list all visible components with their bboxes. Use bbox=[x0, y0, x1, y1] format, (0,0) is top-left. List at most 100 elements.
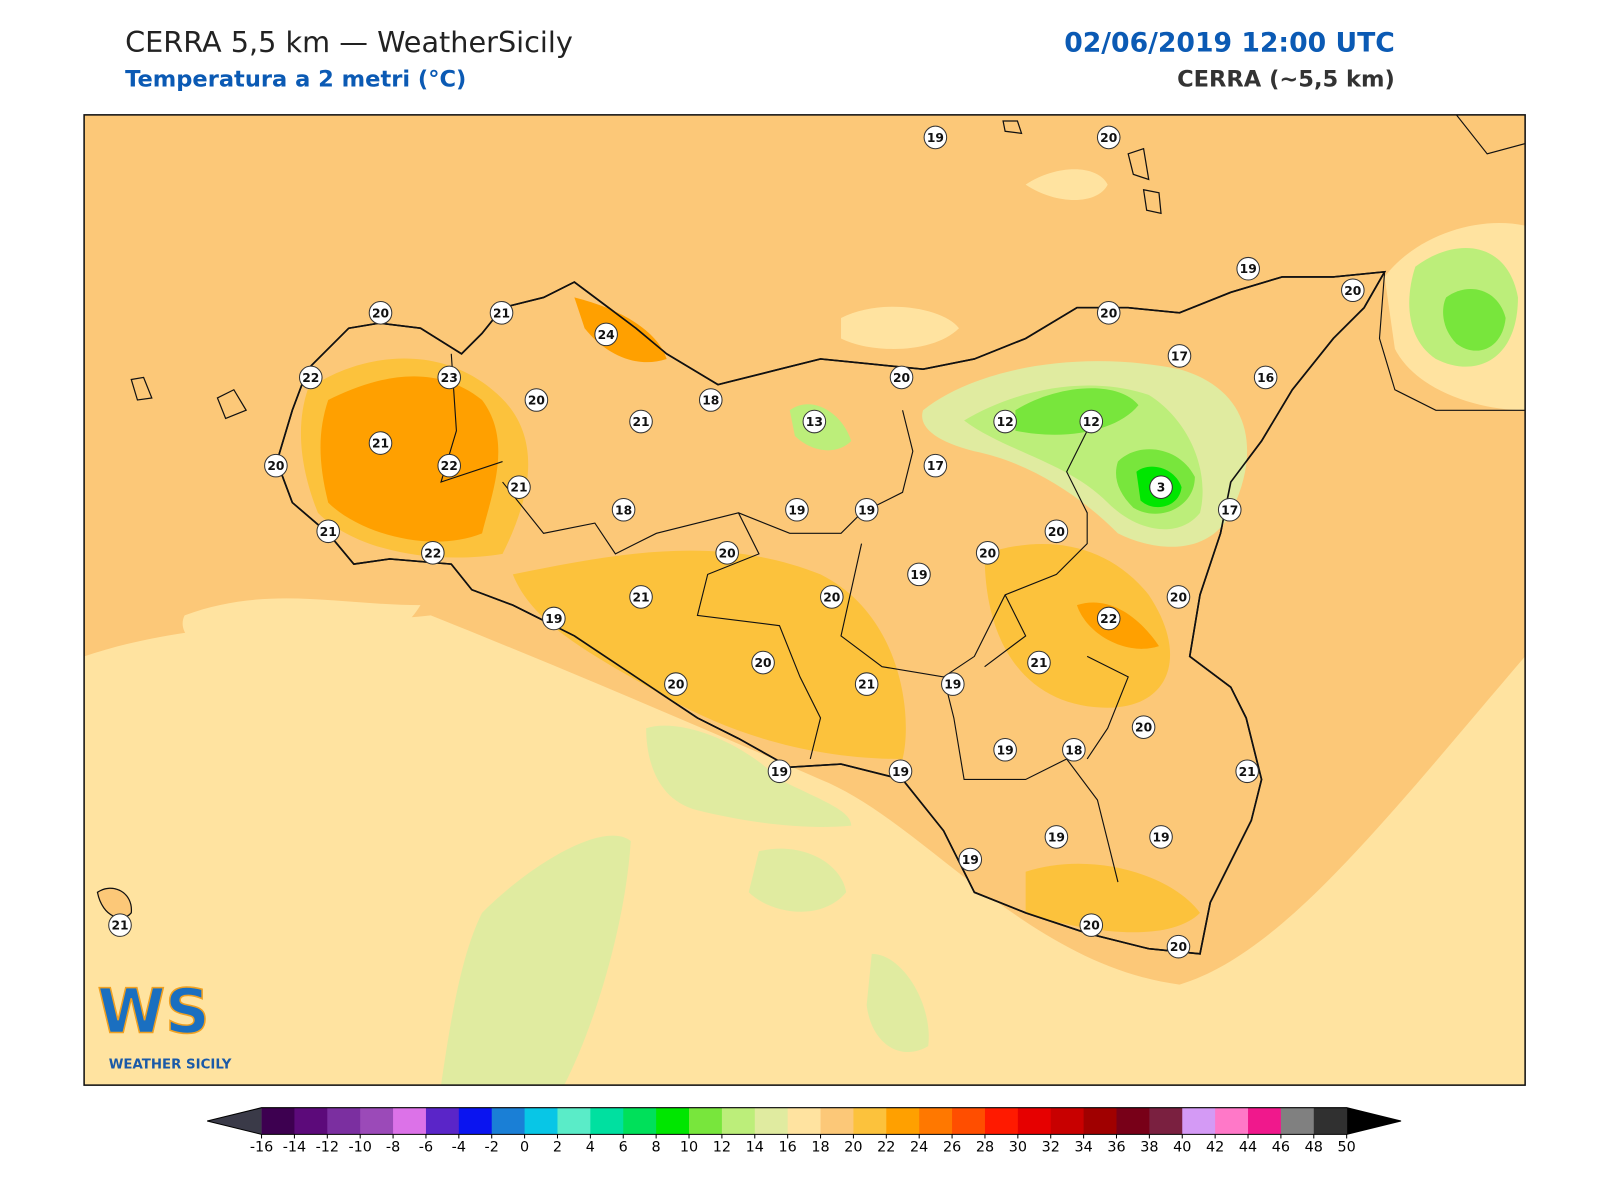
colorbar-bin bbox=[1182, 1107, 1216, 1135]
station: 18 bbox=[611, 497, 636, 522]
station-marker bbox=[923, 453, 948, 478]
station-value: 19 bbox=[858, 503, 875, 517]
station-value: 20 bbox=[372, 306, 389, 320]
station-value: 19 bbox=[545, 612, 562, 626]
colorbar-tick-label: 40 bbox=[1173, 1140, 1191, 1156]
station-marker bbox=[1079, 409, 1104, 434]
station: 23 bbox=[437, 365, 462, 390]
station-value: 21 bbox=[372, 437, 389, 451]
station-value: 19 bbox=[927, 131, 944, 145]
contour bbox=[841, 169, 1108, 349]
station-value: 20 bbox=[528, 394, 545, 408]
colorbar-under bbox=[207, 1107, 262, 1135]
colorbar-tick-label: -2 bbox=[485, 1140, 499, 1156]
colorbar-tick-label: -12 bbox=[316, 1140, 339, 1156]
station-marker bbox=[751, 650, 775, 675]
contour bbox=[1443, 289, 1506, 351]
station-value: 20 bbox=[1048, 525, 1065, 539]
station: 21 bbox=[629, 585, 653, 609]
colorbar-tick-label: 32 bbox=[1042, 1140, 1060, 1156]
station: 18 bbox=[1062, 737, 1086, 762]
station-value: 18 bbox=[702, 394, 719, 408]
colorbar-bin bbox=[952, 1107, 986, 1135]
colorbar-tick-label: 34 bbox=[1074, 1140, 1092, 1156]
station-value: 20 bbox=[823, 590, 840, 604]
station-marker bbox=[1166, 934, 1191, 959]
station-marker bbox=[1253, 365, 1278, 390]
station: 19 bbox=[941, 672, 965, 696]
colorbar-bin bbox=[1280, 1107, 1315, 1135]
station-marker bbox=[1131, 715, 1156, 739]
colorbar-tick-label: 48 bbox=[1305, 1140, 1323, 1156]
colorbar-outline bbox=[207, 1107, 1402, 1135]
colorbar-bin bbox=[491, 1107, 526, 1135]
station-marker bbox=[611, 497, 636, 522]
station: 21 bbox=[108, 913, 132, 937]
contour bbox=[574, 297, 667, 363]
station-value: 21 bbox=[632, 590, 649, 604]
station-value: 20 bbox=[1100, 306, 1117, 320]
station-marker bbox=[888, 759, 913, 784]
station: 20 bbox=[1079, 913, 1104, 937]
station-marker bbox=[1096, 125, 1121, 150]
station-value: 21 bbox=[632, 415, 649, 429]
contour bbox=[84, 615, 1526, 1086]
station: 20 bbox=[264, 453, 288, 478]
station-value: 16 bbox=[1257, 371, 1274, 385]
station: 21 bbox=[1235, 759, 1259, 784]
station-value: 22 bbox=[441, 459, 458, 473]
station: 20 bbox=[975, 541, 1000, 565]
station: 12 bbox=[993, 409, 1017, 434]
station-value: 20 bbox=[755, 656, 772, 670]
colorbar-tick-label: 46 bbox=[1272, 1140, 1290, 1156]
station: 20 bbox=[1096, 125, 1121, 150]
station-marker bbox=[715, 541, 739, 565]
colorbar-tick-label: 14 bbox=[746, 1140, 764, 1156]
station: 20 bbox=[1044, 519, 1069, 544]
colorbar-bin bbox=[1149, 1107, 1183, 1135]
station-value: 19 bbox=[788, 503, 805, 517]
station-value: 20 bbox=[1170, 940, 1187, 954]
station-marker bbox=[958, 847, 983, 872]
colorbar-tick-label: 12 bbox=[713, 1140, 731, 1156]
station: 3 bbox=[1149, 475, 1173, 499]
colorbar-tick-label: 10 bbox=[680, 1140, 698, 1156]
colorbar-tick-label: 44 bbox=[1239, 1140, 1257, 1156]
station-value: 20 bbox=[1100, 131, 1117, 145]
station: 22 bbox=[1096, 606, 1121, 631]
station-marker bbox=[629, 585, 653, 609]
station: 19 bbox=[854, 497, 879, 522]
colorbar-bin bbox=[656, 1107, 690, 1135]
station-marker bbox=[1217, 497, 1242, 522]
station-marker bbox=[108, 913, 132, 937]
station-marker bbox=[1044, 825, 1069, 849]
station: 24 bbox=[594, 322, 618, 347]
colorbar: -16 -14 -12 -10 -8 -6 -4 -2 0 2 4 6 8 10 12 14 16 18 20 22 2… bbox=[207, 1107, 1402, 1156]
station-value: 20 bbox=[667, 678, 684, 692]
colorbar-bin bbox=[360, 1107, 394, 1135]
logo-mark: WS bbox=[97, 975, 209, 1047]
coastline bbox=[276, 270, 1387, 955]
station: 19 bbox=[888, 759, 913, 784]
station: 17 bbox=[923, 453, 948, 478]
station: 19 bbox=[923, 125, 948, 150]
colorbar-bin bbox=[1248, 1107, 1282, 1135]
colorbar-tick-label: -6 bbox=[419, 1140, 433, 1156]
station-value: 12 bbox=[997, 415, 1014, 429]
colorbar-bin bbox=[886, 1107, 920, 1135]
station-value: 18 bbox=[1065, 743, 1082, 757]
colorbar-bin bbox=[1017, 1107, 1052, 1135]
colorbar-bin bbox=[327, 1107, 361, 1135]
station-value: 19 bbox=[962, 853, 979, 867]
station-value: 22 bbox=[424, 546, 441, 560]
station-marker bbox=[785, 497, 809, 522]
station: 17 bbox=[1217, 497, 1242, 522]
station-marker bbox=[889, 365, 914, 390]
colorbar-tick-label: 26 bbox=[943, 1140, 961, 1156]
contour bbox=[182, 598, 421, 670]
station-value: 21 bbox=[858, 678, 875, 692]
map-frame bbox=[83, 114, 1526, 1086]
colorbar-bin bbox=[590, 1107, 624, 1135]
station: 20 bbox=[1131, 715, 1156, 739]
